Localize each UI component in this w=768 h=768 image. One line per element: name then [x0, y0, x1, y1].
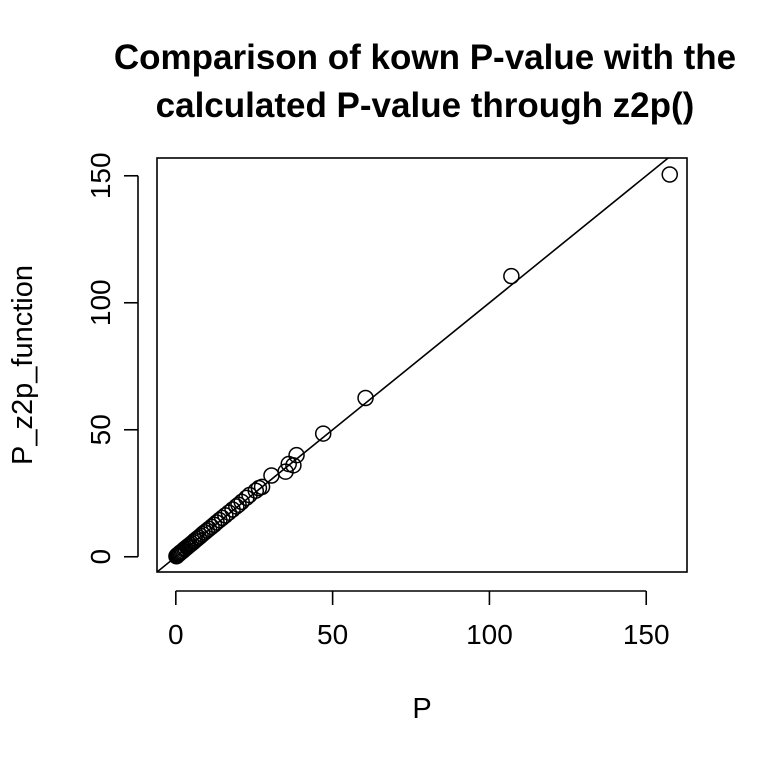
y-tick-label: 0	[85, 549, 116, 565]
reference-line	[157, 158, 670, 572]
data-point	[253, 478, 271, 496]
data-point	[314, 425, 332, 442]
y-tick-label: 50	[85, 414, 116, 445]
plot-frame	[156, 157, 688, 573]
y-tick-label: 100	[85, 279, 116, 326]
x-tick-label: 50	[317, 619, 348, 650]
x-tick-label: 100	[466, 619, 513, 650]
chart-title-line-1: Comparison of kown P-value with the	[113, 38, 737, 77]
data-point	[228, 498, 245, 515]
y-tick-label: 150	[85, 152, 116, 199]
data-point	[285, 457, 302, 474]
chart-title-line-2: calculated P-value through z2p()	[155, 86, 695, 125]
x-tick-label: 150	[623, 619, 670, 650]
x-tick-label: 0	[168, 619, 184, 650]
data-point	[503, 267, 520, 285]
y-axis-label: P_z2p_function	[7, 265, 39, 465]
data-point	[288, 446, 305, 464]
data-point	[357, 389, 374, 407]
data-point	[661, 166, 679, 183]
x-axis-label: P	[412, 693, 431, 725]
